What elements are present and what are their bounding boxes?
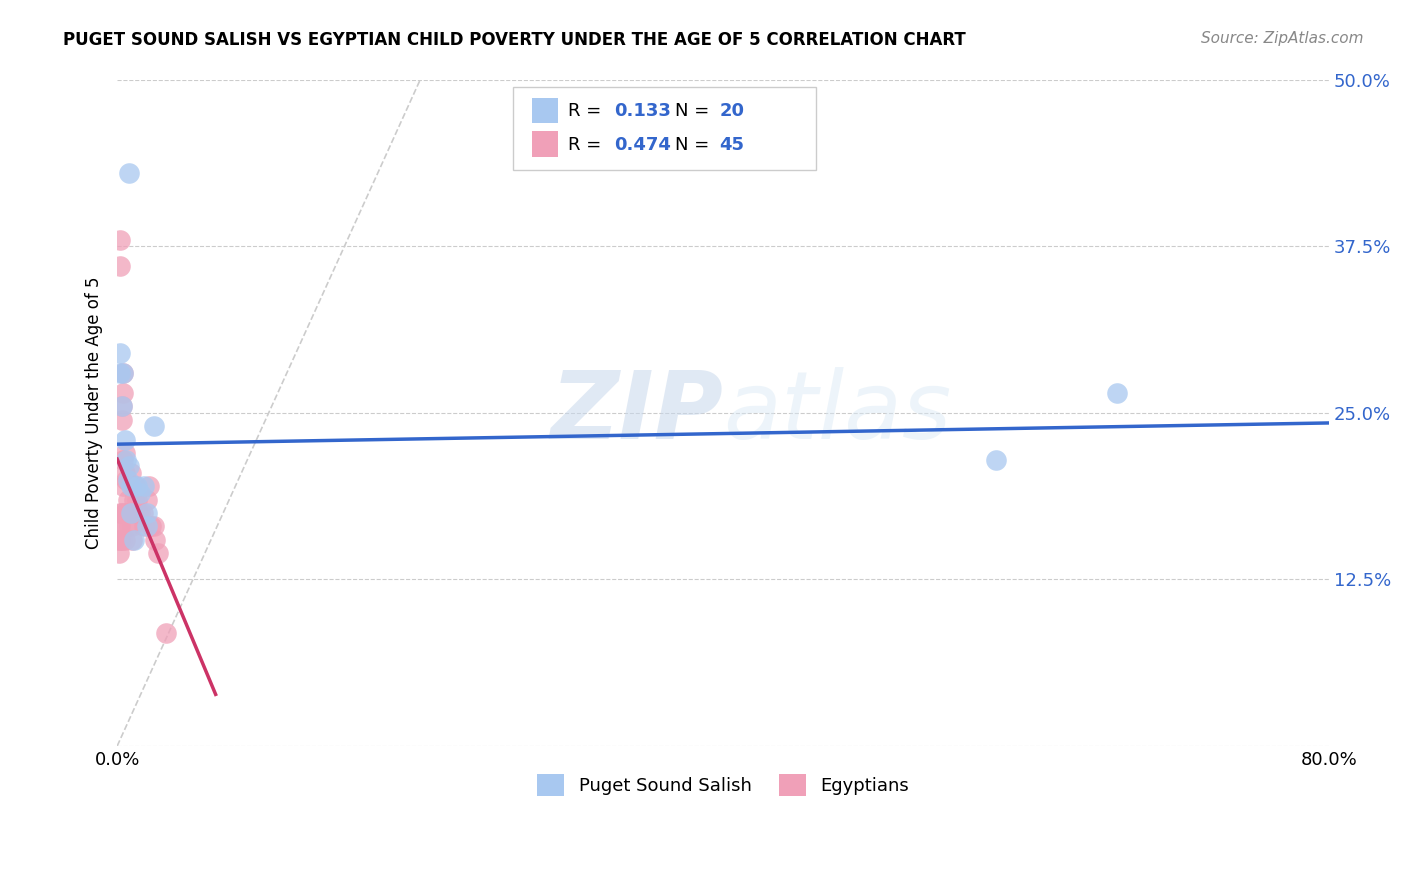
Point — [111, 400, 134, 414]
Legend: Puget Sound Salish, Egyptians: Puget Sound Salish, Egyptians — [530, 767, 917, 804]
Point — [136, 519, 159, 533]
Point — [114, 506, 136, 520]
Text: N =: N = — [675, 136, 714, 153]
Point — [110, 366, 132, 380]
Text: 0.133: 0.133 — [614, 103, 671, 120]
Point — [139, 519, 162, 533]
Point — [115, 452, 138, 467]
Text: Source: ZipAtlas.com: Source: ZipAtlas.com — [1201, 31, 1364, 46]
Point — [122, 533, 145, 547]
Point — [127, 506, 149, 520]
Text: ZIP: ZIP — [550, 367, 723, 459]
Y-axis label: Child Poverty Under the Age of 5: Child Poverty Under the Age of 5 — [86, 277, 103, 549]
Text: N =: N = — [675, 103, 714, 120]
Point — [114, 466, 136, 480]
Text: 20: 20 — [720, 103, 744, 120]
Point — [124, 479, 146, 493]
Text: R =: R = — [568, 103, 607, 120]
Point — [114, 433, 136, 447]
Point — [115, 506, 138, 520]
Point — [120, 466, 142, 480]
Bar — [531, 98, 558, 123]
Point — [117, 473, 139, 487]
Point — [110, 533, 132, 547]
Point — [129, 486, 152, 500]
Point — [129, 506, 152, 520]
Point — [117, 506, 139, 520]
Point — [112, 386, 135, 401]
Point — [117, 492, 139, 507]
Point — [111, 533, 134, 547]
Point — [110, 346, 132, 360]
Point — [138, 479, 160, 493]
FancyBboxPatch shape — [513, 87, 817, 169]
Text: atlas: atlas — [723, 368, 952, 458]
Point — [122, 506, 145, 520]
Point — [110, 519, 132, 533]
Point — [132, 506, 155, 520]
Point — [107, 533, 129, 547]
Point — [136, 492, 159, 507]
Point — [118, 519, 141, 533]
Point — [120, 506, 142, 520]
Point — [115, 473, 138, 487]
Point — [125, 492, 148, 507]
Point — [1105, 386, 1128, 401]
Point — [118, 506, 141, 520]
Point — [121, 533, 143, 547]
Point — [120, 479, 142, 493]
Point — [143, 533, 166, 547]
Point — [111, 412, 134, 426]
Point — [112, 366, 135, 380]
Point — [155, 625, 177, 640]
Point — [110, 260, 132, 274]
Point — [112, 479, 135, 493]
Text: R =: R = — [568, 136, 607, 153]
Point — [122, 492, 145, 507]
Point — [114, 446, 136, 460]
Point — [134, 519, 156, 533]
Point — [121, 519, 143, 533]
Point — [114, 533, 136, 547]
Point — [107, 546, 129, 560]
Text: 45: 45 — [720, 136, 744, 153]
Point — [118, 166, 141, 180]
Point — [121, 506, 143, 520]
Point — [118, 459, 141, 474]
Point — [146, 546, 169, 560]
Point — [984, 452, 1007, 467]
Point — [110, 506, 132, 520]
Point — [110, 233, 132, 247]
Point — [112, 452, 135, 467]
Point — [111, 506, 134, 520]
Text: PUGET SOUND SALISH VS EGYPTIAN CHILD POVERTY UNDER THE AGE OF 5 CORRELATION CHAR: PUGET SOUND SALISH VS EGYPTIAN CHILD POV… — [63, 31, 966, 49]
Point — [112, 366, 135, 380]
Point — [134, 479, 156, 493]
Point — [125, 479, 148, 493]
Point — [111, 400, 134, 414]
Point — [142, 419, 165, 434]
Text: 0.474: 0.474 — [614, 136, 671, 153]
Bar — [531, 131, 558, 157]
Point — [107, 519, 129, 533]
Point — [136, 506, 159, 520]
Point — [142, 519, 165, 533]
